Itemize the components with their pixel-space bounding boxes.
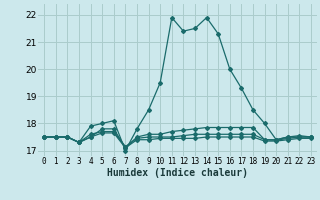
X-axis label: Humidex (Indice chaleur): Humidex (Indice chaleur)	[107, 168, 248, 178]
